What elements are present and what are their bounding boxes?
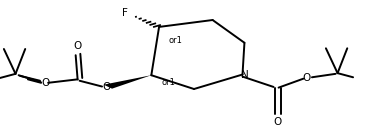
Text: O: O — [73, 41, 81, 51]
Text: or1: or1 — [161, 78, 175, 87]
Polygon shape — [104, 75, 151, 89]
Text: O: O — [274, 117, 282, 127]
Text: O: O — [102, 82, 111, 91]
Text: O: O — [41, 78, 49, 88]
Text: or1: or1 — [169, 36, 183, 45]
Text: F: F — [122, 8, 128, 18]
Text: N: N — [241, 70, 248, 79]
Text: O: O — [302, 73, 310, 83]
